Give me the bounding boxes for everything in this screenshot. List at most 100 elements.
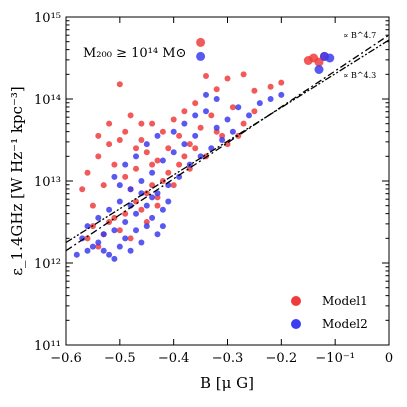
point-model2-52 bbox=[95, 239, 102, 246]
legend-marker-model1 bbox=[291, 296, 301, 306]
legend-label-model1: Model1 bbox=[322, 294, 368, 308]
point-model1-5 bbox=[278, 79, 285, 86]
point-model1-37 bbox=[229, 104, 236, 111]
point-model2-60 bbox=[154, 132, 161, 139]
point-model1-39 bbox=[251, 108, 258, 115]
point-model1-15 bbox=[159, 128, 166, 135]
point-model2-10 bbox=[213, 124, 220, 131]
point-model2-59 bbox=[143, 141, 150, 148]
point-model2-4 bbox=[278, 91, 285, 98]
point-model2-24 bbox=[79, 235, 86, 242]
x-tick-label-5: −10⁻¹ bbox=[315, 351, 355, 366]
point-model2-38 bbox=[229, 128, 236, 135]
legend: Model1 Model2 bbox=[291, 294, 368, 331]
x-tick-label-6: 0 bbox=[385, 351, 393, 366]
point-model1-34 bbox=[197, 124, 204, 131]
point-model2-63 bbox=[111, 173, 118, 180]
point-model1-69 bbox=[154, 202, 161, 209]
x-tick-label-1: −0.5 bbox=[104, 351, 136, 366]
point-model1-13 bbox=[181, 108, 188, 115]
fit-lines bbox=[65, 34, 390, 252]
plot-background bbox=[66, 17, 389, 345]
y-axis-label: ε_1.4GHz [W Hz⁻¹ kpc⁻³] bbox=[8, 86, 26, 275]
point-model1-23 bbox=[79, 186, 86, 193]
point-model1-36 bbox=[219, 132, 226, 139]
point-model1-52 bbox=[176, 161, 183, 168]
point-model2-13 bbox=[181, 141, 188, 148]
y-tick-label-11: 10¹¹ bbox=[34, 339, 61, 354]
point-model2-62 bbox=[122, 161, 129, 168]
point-model2-48 bbox=[165, 198, 172, 205]
point-model1-25 bbox=[100, 182, 107, 189]
point-model2-11 bbox=[203, 108, 209, 115]
point-model2-54 bbox=[170, 128, 177, 135]
point-model2-18 bbox=[127, 186, 134, 193]
y-tick-label-12: 10¹² bbox=[34, 257, 61, 272]
point-model1-51 bbox=[170, 182, 177, 189]
point-model1-8 bbox=[240, 71, 247, 78]
point-model2-23 bbox=[73, 251, 80, 258]
point-model2-68 bbox=[116, 182, 123, 189]
fit-line-1 bbox=[65, 39, 390, 244]
point-model1-41 bbox=[116, 227, 123, 234]
point-model1-0 bbox=[196, 37, 206, 47]
point-model1-30 bbox=[154, 157, 161, 164]
point-model2-9 bbox=[224, 116, 231, 123]
x-tick-label-0: −0.6 bbox=[50, 351, 82, 366]
y-tick-label-15: 10¹⁵ bbox=[34, 11, 61, 26]
point-model1-65 bbox=[106, 120, 113, 127]
point-model2-42 bbox=[133, 227, 139, 234]
point-model1-62 bbox=[133, 145, 139, 152]
point-model2-26 bbox=[100, 231, 107, 238]
point-model1-43 bbox=[127, 235, 134, 242]
point-model2-39 bbox=[116, 243, 123, 250]
point-model2-20 bbox=[106, 206, 113, 213]
annotation-mass-cut: M₂₀₀ ≥ 10¹⁴ M⊙ bbox=[83, 46, 186, 61]
point-model2-64 bbox=[159, 223, 166, 230]
point-model1-44 bbox=[133, 198, 139, 205]
point-model2-3 bbox=[325, 53, 335, 63]
x-tick-label-4: −0.2 bbox=[266, 351, 298, 366]
point-model2-40 bbox=[122, 235, 129, 242]
point-model1-59 bbox=[84, 235, 91, 242]
point-model2-55 bbox=[181, 120, 188, 127]
point-model2-17 bbox=[138, 178, 145, 184]
point-model2-25 bbox=[89, 243, 96, 250]
point-model2-15 bbox=[159, 157, 166, 164]
point-model1-60 bbox=[116, 137, 123, 143]
point-model1-61 bbox=[122, 128, 129, 135]
point-model1-21 bbox=[95, 153, 102, 160]
axis-ticks: −0.6 −0.5 −0.4 −0.3 −0.2 −10⁻¹ 0 10¹¹ 10¹² 10¹³ 10… bbox=[34, 11, 393, 366]
point-model2-6 bbox=[256, 100, 263, 107]
point-model1-68 bbox=[143, 219, 150, 225]
point-model2-33 bbox=[176, 173, 183, 180]
point-model1-29 bbox=[143, 149, 150, 156]
legend-marker-model2 bbox=[291, 319, 301, 329]
point-model2-58 bbox=[213, 96, 220, 102]
point-model2-8 bbox=[235, 104, 242, 111]
point-model2-27 bbox=[111, 227, 118, 234]
point-model1-32 bbox=[176, 132, 183, 139]
point-model1-47 bbox=[149, 182, 156, 189]
point-model1-11 bbox=[203, 73, 209, 79]
y-tick-label-13: 10¹³ bbox=[34, 175, 61, 190]
fit-line-0 bbox=[65, 34, 390, 252]
fit-label-b47: ∝ B^4.7 bbox=[343, 31, 376, 40]
point-model1-53 bbox=[181, 153, 188, 160]
point-model2-30 bbox=[143, 202, 150, 209]
point-model1-66 bbox=[95, 132, 102, 139]
x-axis-label: B [μ G] bbox=[200, 374, 254, 392]
point-model2-51 bbox=[100, 247, 107, 254]
point-model1-64 bbox=[149, 161, 156, 168]
point-model2-7 bbox=[246, 112, 252, 119]
point-model2-65 bbox=[149, 194, 156, 201]
point-model2-44 bbox=[143, 223, 150, 230]
point-model1-12 bbox=[192, 100, 199, 107]
point-model1-46 bbox=[143, 190, 150, 197]
point-model1-74 bbox=[235, 132, 242, 139]
point-model1-40 bbox=[122, 210, 129, 217]
point-model1-57 bbox=[95, 243, 102, 250]
point-model2-47 bbox=[159, 206, 166, 213]
point-model1-14 bbox=[170, 116, 177, 123]
